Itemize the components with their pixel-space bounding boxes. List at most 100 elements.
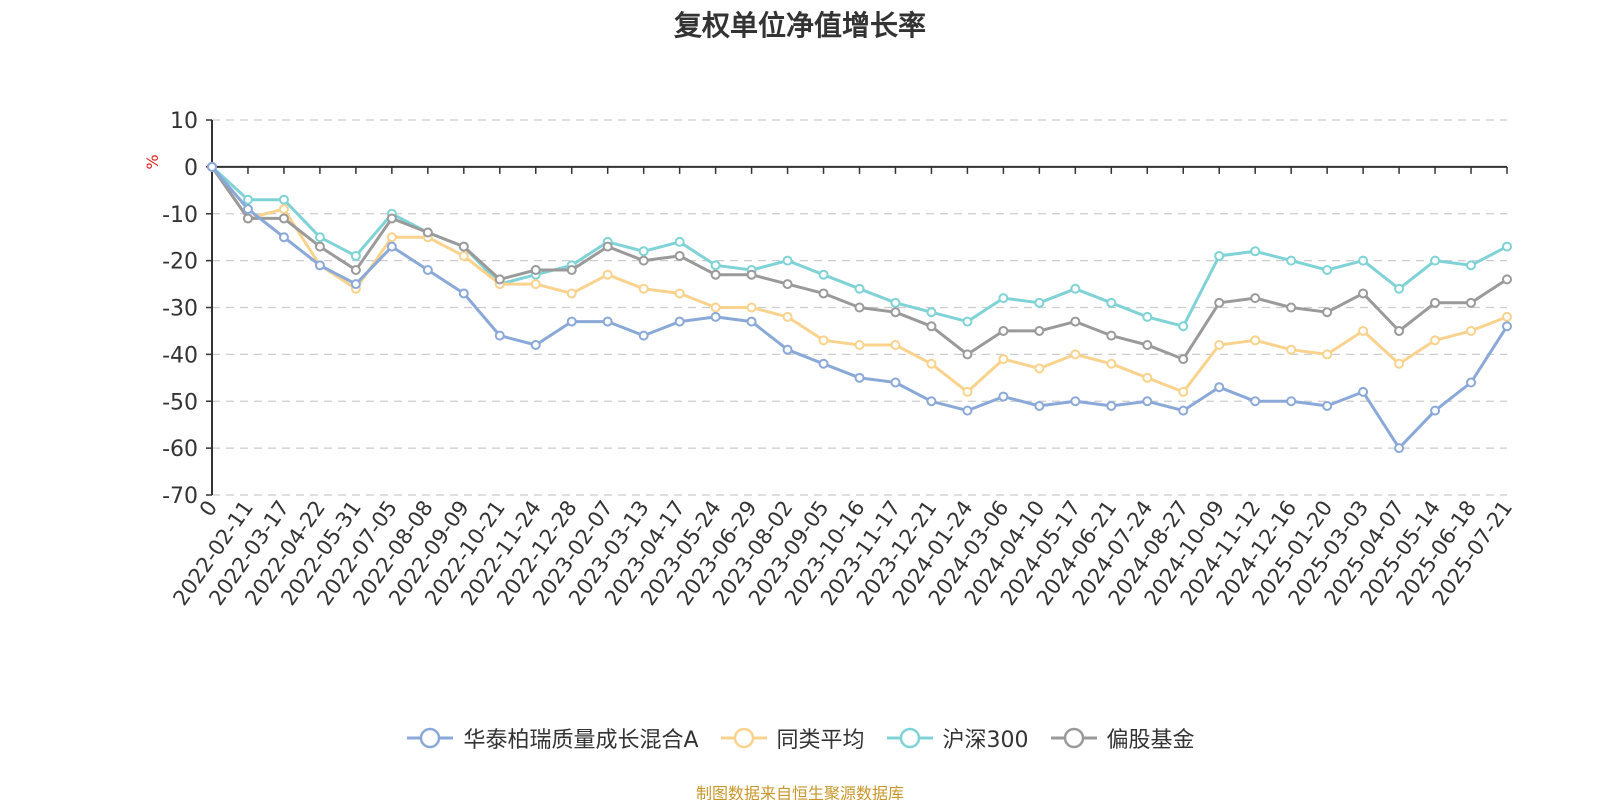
- series-line: [210, 165, 1508, 328]
- series-point: [314, 232, 325, 243]
- series-point: [638, 246, 649, 257]
- series-point: [782, 344, 793, 355]
- series-point: [1322, 349, 1333, 360]
- x-tick-label: 0: [195, 496, 222, 521]
- series-point: [782, 311, 793, 322]
- y-tick-label: -30: [162, 297, 198, 322]
- series-point: [530, 279, 541, 290]
- series-point: [638, 283, 649, 294]
- series-point: [1286, 344, 1297, 355]
- series-point: [890, 307, 901, 318]
- series-point: [566, 265, 577, 275]
- series-point: [1466, 377, 1477, 388]
- series-point: [1358, 255, 1369, 266]
- series-point: [350, 250, 361, 261]
- series-point: [890, 297, 901, 308]
- y-tick-label: 10: [170, 109, 198, 134]
- series-point: [314, 241, 325, 252]
- series-point: [1106, 330, 1117, 341]
- legend-swatch-icon: [1050, 727, 1097, 749]
- legend-label: 偏股基金: [1106, 728, 1195, 753]
- series-point: [638, 255, 649, 266]
- series-point: [1034, 400, 1045, 411]
- series-point: [242, 213, 253, 224]
- series-point: [962, 386, 973, 397]
- series-point: [890, 340, 901, 350]
- series-point: [1286, 302, 1297, 313]
- series-point: [1070, 349, 1081, 360]
- chart-title: 复权单位净值增长率: [673, 9, 926, 42]
- series-point: [386, 232, 397, 243]
- series-point: [1178, 354, 1189, 365]
- series-point: [1178, 405, 1189, 416]
- legend-swatch-icon: [886, 727, 933, 749]
- series-point: [1502, 311, 1512, 322]
- y-axis-unit-label: %: [143, 154, 162, 169]
- series-point: [278, 213, 289, 224]
- series-point: [746, 302, 757, 313]
- series-point: [854, 302, 865, 313]
- series-point: [818, 269, 829, 280]
- series-point: [1214, 382, 1225, 393]
- series-point: [1178, 321, 1189, 332]
- series-point: [1142, 311, 1153, 322]
- series-point: [386, 241, 397, 252]
- legend-swatch-icon: [720, 727, 767, 749]
- series-point: [710, 311, 721, 322]
- legend-item[interactable]: 同类平均: [719, 722, 865, 754]
- series-point: [998, 325, 1009, 336]
- series-point: [998, 293, 1009, 304]
- series-point: [1250, 335, 1261, 346]
- series-point: [1178, 386, 1189, 397]
- legend-swatch-icon: [407, 727, 454, 749]
- y-tick-label: 0: [184, 156, 198, 181]
- legend-label: 沪深300: [942, 728, 1029, 753]
- series-point: [1394, 358, 1405, 369]
- legend-item[interactable]: 华泰柏瑞质量成长混合A: [405, 722, 699, 754]
- series-point: [926, 321, 937, 332]
- series-point: [494, 274, 505, 285]
- series-point: [1466, 325, 1477, 336]
- series-point: [926, 358, 937, 369]
- series-line: [210, 166, 1508, 361]
- series-point: [746, 316, 757, 327]
- series-point: [1466, 260, 1477, 271]
- series-point: [1250, 246, 1261, 257]
- series-point: [710, 269, 721, 280]
- series-point: [530, 265, 541, 275]
- series-point: [1394, 443, 1405, 454]
- series-point: [1358, 386, 1369, 397]
- series-point: [1214, 250, 1225, 261]
- series-point: [278, 232, 289, 243]
- series-point: [242, 204, 253, 215]
- series-point: [1286, 255, 1297, 266]
- y-tick-label: -40: [162, 343, 198, 368]
- series-point: [422, 265, 433, 275]
- series-point: [710, 302, 721, 313]
- series-point: [962, 316, 973, 327]
- series-point: [566, 288, 577, 299]
- y-tick-label: -60: [162, 437, 198, 462]
- series-point: [674, 236, 685, 247]
- series-point: [926, 396, 937, 407]
- series-point: [1214, 297, 1225, 308]
- source-note: 制图数据来自恒生聚源数据库: [695, 784, 904, 800]
- series-point: [1430, 255, 1441, 266]
- series-point: [1502, 321, 1512, 332]
- legend-item[interactable]: 偏股基金: [1049, 722, 1195, 754]
- legend-label: 华泰柏瑞质量成长混合A: [463, 728, 699, 753]
- series-point: [1106, 358, 1117, 369]
- series-point: [854, 340, 865, 350]
- series-point: [1322, 307, 1333, 318]
- series-point: [458, 288, 469, 299]
- legend-item[interactable]: 沪深300: [885, 722, 1029, 754]
- series-point: [1286, 396, 1297, 407]
- series-point: [602, 241, 613, 252]
- y-tick-label: -20: [162, 250, 198, 275]
- series-point: [782, 279, 793, 290]
- series-point: [1106, 297, 1117, 308]
- series-point: [1142, 396, 1153, 407]
- series-point: [1394, 283, 1405, 294]
- series-point: [674, 316, 685, 327]
- series-point: [1034, 363, 1045, 374]
